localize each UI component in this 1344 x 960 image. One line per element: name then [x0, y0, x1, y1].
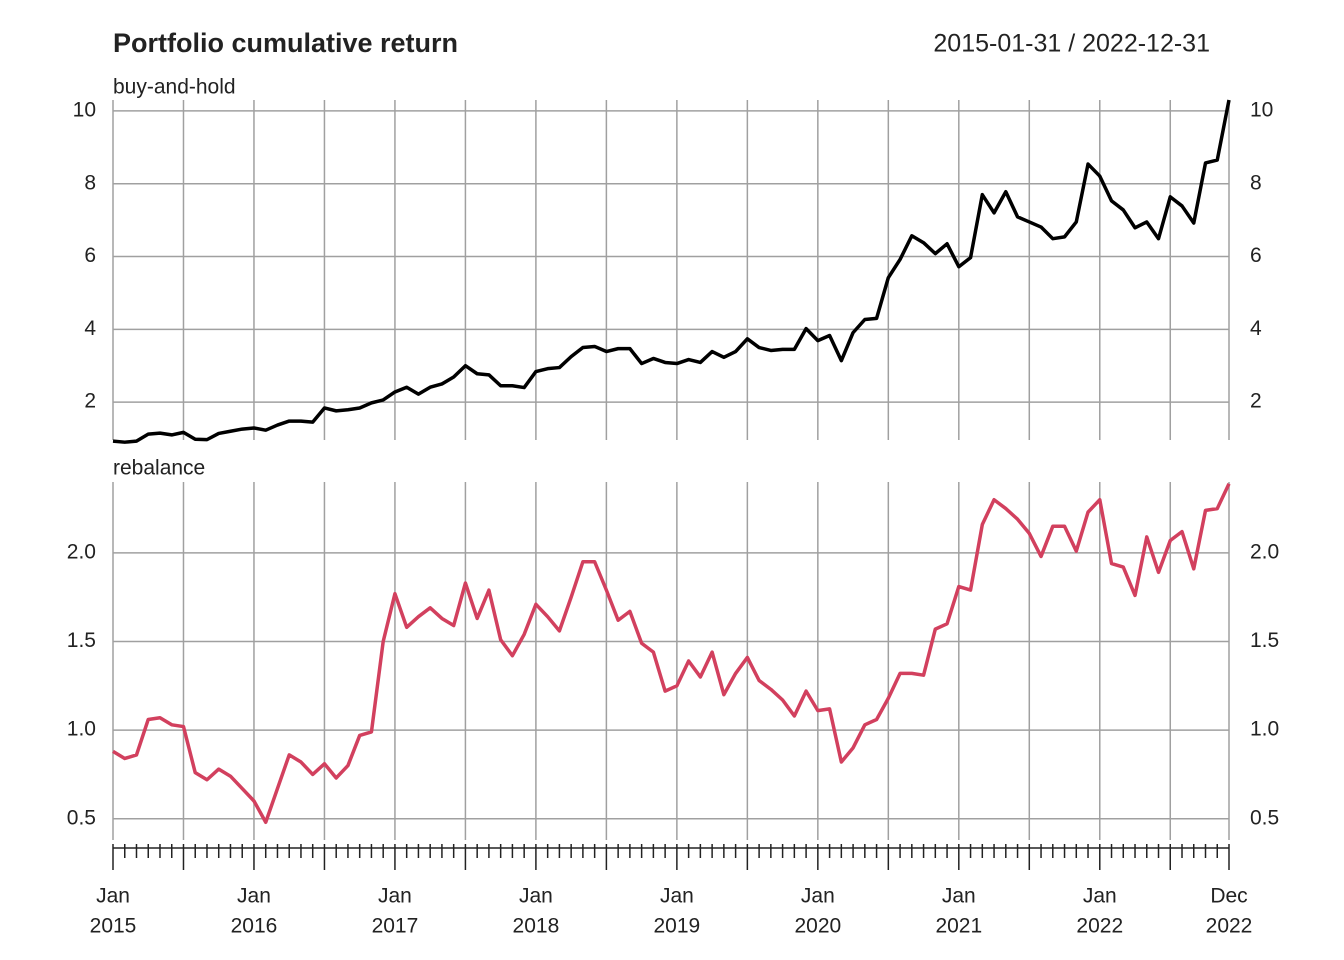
panel-label: rebalance — [113, 457, 205, 480]
x-tick-label: 2017 — [372, 915, 419, 938]
x-tick-label: Jan — [660, 885, 694, 908]
y-tick-label-right: 1.5 — [1250, 629, 1279, 652]
y-tick-label: 1.5 — [67, 629, 96, 652]
x-tick-label: 2022 — [1206, 915, 1253, 938]
x-tick-label: 2022 — [1076, 915, 1123, 938]
series-line — [112, 99, 1231, 444]
date-range: 2015-01-31 / 2022-12-31 — [933, 30, 1210, 58]
y-tick-label: 2 — [84, 390, 96, 413]
y-tick-label-right: 4 — [1250, 317, 1262, 340]
chart-title: Portfolio cumulative return — [113, 28, 458, 58]
series-line — [112, 483, 1231, 825]
x-tick-label: Jan — [519, 885, 553, 908]
x-tick-label: Jan — [237, 885, 271, 908]
y-tick-label: 6 — [84, 244, 96, 267]
x-tick-label: Jan — [378, 885, 412, 908]
y-tick-label-right: 8 — [1250, 171, 1262, 194]
y-tick-label-right: 0.5 — [1250, 806, 1279, 829]
x-tick-label: Jan — [96, 885, 130, 908]
y-tick-label: 10 — [73, 98, 96, 121]
y-tick-label-right: 2.0 — [1250, 540, 1279, 563]
x-tick-label: Jan — [801, 885, 835, 908]
x-tick-label: 2016 — [231, 915, 278, 938]
y-tick-label: 8 — [84, 171, 96, 194]
y-tick-label: 0.5 — [67, 806, 96, 829]
y-tick-label-right: 6 — [1250, 244, 1262, 267]
x-tick-label: Jan — [1083, 885, 1117, 908]
y-tick-label: 1.0 — [67, 718, 96, 741]
y-tick-label-right: 1.0 — [1250, 718, 1279, 741]
panel-label: buy-and-hold — [113, 76, 236, 99]
x-tick-label: 2021 — [935, 915, 982, 938]
y-tick-label: 4 — [84, 317, 96, 340]
x-tick-label: 2019 — [654, 915, 701, 938]
x-tick-label: 2018 — [513, 915, 560, 938]
x-tick-label: Jan — [942, 885, 976, 908]
y-tick-label-right: 10 — [1250, 98, 1273, 121]
y-tick-label: 2.0 — [67, 540, 96, 563]
x-tick-label: 2015 — [90, 915, 137, 938]
x-tick-label: Dec — [1210, 885, 1247, 908]
x-tick-label: 2020 — [794, 915, 841, 938]
y-tick-label-right: 2 — [1250, 390, 1262, 413]
